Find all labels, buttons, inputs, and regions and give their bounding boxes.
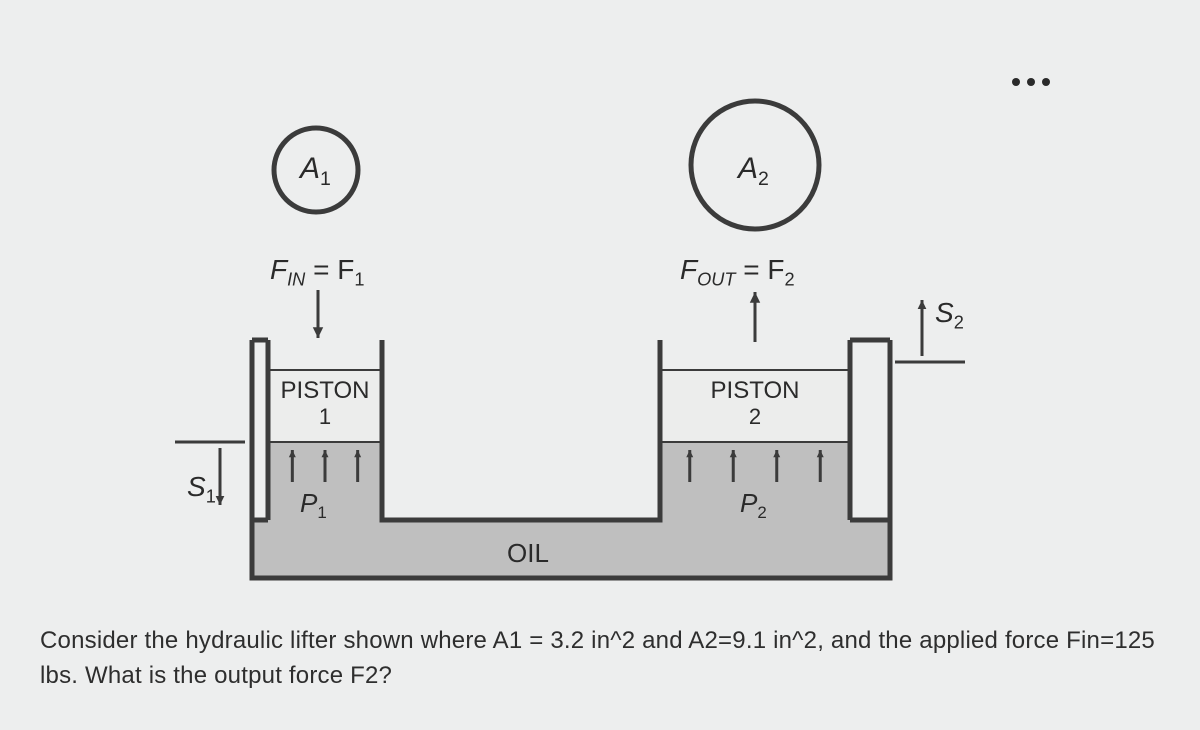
oil-fill: [252, 442, 890, 578]
svg-text:1: 1: [319, 404, 331, 429]
question-text: Consider the hydraulic lifter shown wher…: [40, 624, 1160, 694]
area-label-2: A2: [738, 152, 769, 191]
area-label-1: A1: [300, 152, 331, 191]
hydraulic-diagram: PISTON1PISTON2OIL: [0, 0, 1200, 620]
pressure-label-2: P2: [740, 488, 767, 523]
svg-text:PISTON: PISTON: [711, 377, 800, 404]
force-out-label: FOUT = F2: [680, 254, 795, 291]
force-in-label: FIN = F1: [270, 254, 364, 291]
svg-text:2: 2: [749, 404, 761, 429]
svg-text:OIL: OIL: [507, 538, 549, 568]
vessel-wall: [382, 340, 660, 520]
stroke-label-1: S1: [187, 471, 216, 508]
svg-text:PISTON: PISTON: [281, 377, 370, 404]
stroke-label-2: S2: [935, 297, 964, 334]
pressure-label-1: P1: [300, 488, 327, 523]
